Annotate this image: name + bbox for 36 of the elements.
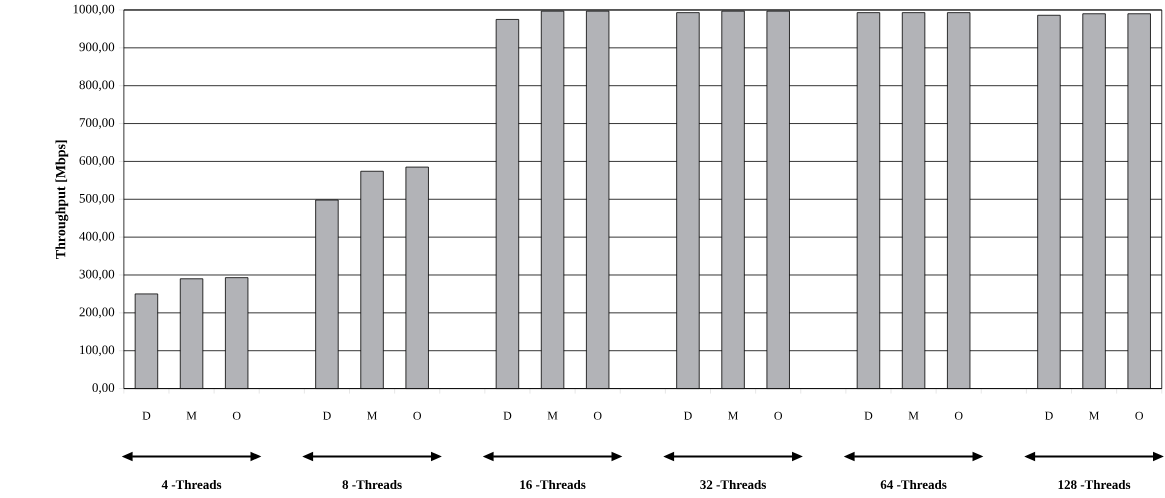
y-tick-label: 500,00 [79, 193, 115, 205]
y-tick-label: 900,00 [79, 42, 115, 53]
text: 32 -Threads [700, 479, 766, 489]
text: 128 -Threads [1058, 479, 1131, 489]
y-tick-label: 1000,00 [73, 4, 115, 16]
x-tick-label: O [593, 411, 602, 420]
x-tick-label: D [864, 411, 873, 420]
y-tick-label: 0,00 [92, 383, 115, 394]
x-tick-label: M [728, 411, 739, 420]
x-tick-label: D [322, 411, 331, 420]
text: 8 -Threads [342, 479, 402, 489]
x-tick-label: M [547, 411, 558, 420]
x-tick-label: M [186, 411, 197, 420]
y-tick-label: 100,00 [80, 345, 115, 356]
x-tick-label: O [954, 411, 963, 420]
x-tick-label: O [232, 411, 241, 420]
y-tick-label: 800,00 [79, 80, 115, 91]
y-tick-label: 400,00 [79, 231, 115, 243]
text: 16 -Threads [520, 479, 586, 489]
y-tick-label: 600,00 [79, 155, 115, 167]
x-tick-label: D [683, 411, 692, 420]
x-tick-label: O [1135, 411, 1144, 420]
y-tick-label: 700,00 [79, 118, 115, 129]
x-tick-label: M [367, 411, 378, 420]
text: 64 -Threads [880, 479, 947, 489]
x-tick-label: D [1044, 411, 1053, 420]
text: 4 -Threads [161, 479, 222, 489]
y-tick-label: 300,00 [79, 269, 115, 281]
x-tick-label: D [503, 411, 512, 420]
x-tick-label: O [413, 411, 422, 420]
x-tick-label: O [774, 411, 783, 420]
x-tick-label: M [908, 411, 919, 420]
y-tick-label: 200,00 [79, 307, 115, 318]
y-axis-title: Throughput [Mbps] [55, 140, 69, 259]
x-tick-label: M [1089, 411, 1100, 420]
x-tick-label: D [142, 411, 151, 420]
